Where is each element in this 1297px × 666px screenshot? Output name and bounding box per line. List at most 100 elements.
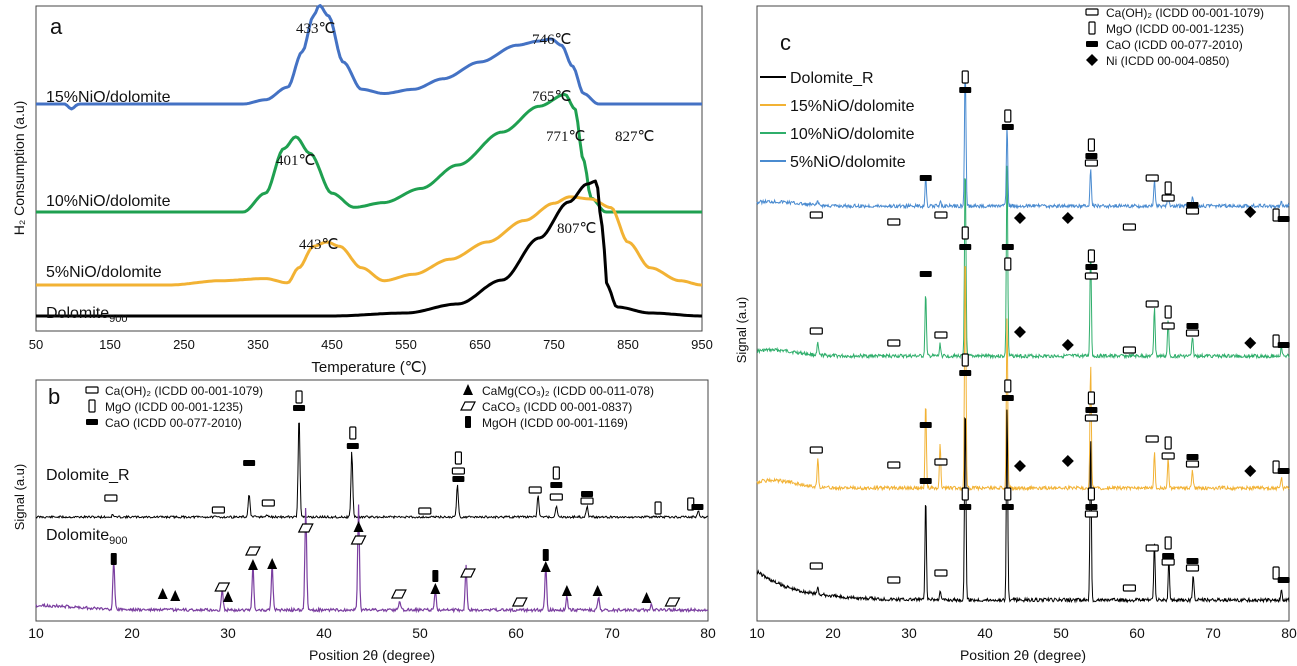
panel-c-marker-1-11-shape (1145, 300, 1159, 308)
panel-c-marker-2-14 (1186, 454, 1199, 460)
panel-c-marker-2-13 (1161, 452, 1175, 460)
panel-c-marker-1-12 (1164, 305, 1172, 319)
panel-c-marker-2-11-shape (1145, 435, 1159, 443)
panel-b-marker-r-19-shape (691, 504, 704, 510)
panel-c-marker-1-17 (1061, 339, 1074, 351)
panel-b-marker-900-3-shape (214, 582, 231, 592)
panel-b-marker-r-6 (349, 426, 357, 440)
panel-c-marker-2-3-shape (919, 422, 932, 428)
panel-b-marker-900-13-shape (430, 583, 441, 594)
panel-b-marker-900-5-shape (244, 546, 261, 556)
panel-c-legend-name-2: 10%NiO/dolomite (790, 126, 915, 143)
panel-b-marker-r-15 (581, 491, 594, 497)
panel-a-x-ticks: 50 150 250 350 450 550 650 750 850 950 (29, 337, 713, 352)
panel-c-marker-3-4-shape (961, 487, 969, 501)
panel-c-legend-symbol-1 (1088, 21, 1096, 35)
panel-b-legend-symbol-r0-shape (463, 384, 473, 395)
panel-b-marker-900-0-shape (110, 553, 117, 565)
panel-c-legend-name-1: 15%NiO/dolomite (790, 98, 915, 115)
panel-b-marker-900-7-shape (267, 558, 278, 569)
panel-b-marker-900-14-shape (460, 568, 476, 578)
panel-c-marker-1-0-shape (809, 327, 823, 335)
panel-c-marker-2-10 (1084, 414, 1099, 422)
panel-c-x-tick-10: 10 (749, 625, 765, 641)
panel-b-marker-900-8-shape (297, 523, 314, 533)
panel-c-marker-3-15 (1186, 558, 1199, 564)
annotation-433: 433℃ (296, 21, 335, 37)
panel-b-legend-label-1: MgO (ICDD 00-001-1235) (105, 400, 243, 414)
panel-c-marker-2-14-shape (1186, 454, 1199, 460)
panel-c-marker-2-7 (1001, 395, 1014, 401)
panel-b-marker-r-4 (295, 390, 303, 404)
panel-c-marker-3-16-shape (1185, 564, 1200, 572)
panel-c-marker-0-6 (1004, 109, 1012, 123)
panel-b-marker-900-11-shape (390, 589, 407, 599)
panel-b-marker-900-9 (350, 535, 367, 545)
panel-c-legend: Ca(OH)₂ (ICDD 00-001-1079) MgO (ICDD 00-0… (1085, 6, 1264, 68)
panel-b-legend-symbol-r0 (463, 384, 473, 395)
panel-b-marker-900-10-shape (353, 521, 364, 532)
panel-c-marker-3-17-shape (1122, 584, 1137, 592)
panel-c-marker-0-20 (1272, 208, 1280, 222)
panel-b-marker-r-4-shape (295, 390, 303, 404)
panel-c-marker-0-9-shape (1085, 153, 1098, 159)
panel-b-legend-label-r1: CaCO₃ (ICDD 00-001-0837) (482, 400, 632, 414)
panel-c-marker-2-2-shape (934, 458, 948, 466)
panel-c-marker-1-14-shape (1186, 323, 1199, 329)
panel-c-marker-3-8-shape (1087, 487, 1096, 501)
annotation-827: 827℃ (615, 129, 654, 145)
panel-b-legend-symbol-r1-shape (460, 401, 476, 411)
panel-c-series-line-2 (756, 266, 1290, 492)
panel-b-marker-r-8 (454, 451, 462, 465)
panel-c-marker-2-4 (961, 353, 969, 367)
panel-c-marker-0-20-shape (1272, 208, 1280, 222)
panel-b-marker-900-3 (214, 582, 231, 592)
panel-b-marker-900-19 (592, 585, 603, 596)
panel-b-marker-900-1-shape (157, 588, 168, 599)
panel-b-series-line-0 (35, 422, 708, 520)
panel-c-marker-2-18-shape (1244, 465, 1257, 477)
panel-c-legend-label-0: Ca(OH)₂ (ICDD 00-001-1079) (1106, 6, 1264, 20)
panel-c-x-tick-80: 80 (1281, 625, 1297, 641)
panel-c-marker-3-6 (1004, 487, 1012, 501)
panel-c: c Ca(OH)₂ (ICDD 00-001-1079) MgO (ICDD 00… (734, 5, 1297, 663)
panel-b-marker-900-17 (540, 561, 551, 572)
panel-c-marker-1-18 (1122, 346, 1137, 354)
panel-c-marker-0-0-shape (809, 211, 823, 219)
panel-b-marker-900-13 (430, 583, 441, 594)
panel-a-label-15: 15%NiO/dolomite (46, 89, 171, 106)
panel-b-legend-symbol-0-shape (85, 386, 99, 394)
panel-c-marker-2-8 (1087, 391, 1096, 405)
panel-b-legend-label-0: Ca(OH)₂ (ICDD 00-001-1079) (105, 384, 263, 398)
panel-c-marker-3-9 (1085, 504, 1098, 510)
panel-c-marker-1-5 (959, 244, 972, 250)
panel-b-marker-r-20-shape (418, 507, 432, 515)
panel-b-marker-r-3 (243, 460, 256, 466)
panel-b-legend-label-2: CaO (ICDD 00-077-2010) (105, 416, 242, 430)
panel-c-marker-2-18 (1244, 465, 1257, 477)
panel-c-marker-2-0-shape (809, 446, 823, 454)
panel-c-marker-0-7-shape (1001, 124, 1014, 130)
panel-c-marker-0-17-shape (1061, 212, 1074, 224)
panel-b-marker-900-1 (157, 588, 168, 599)
panel-b-legend-symbol-r1 (460, 401, 476, 411)
panel-b-marker-r-14-shape (549, 493, 563, 501)
panel-b-x-tick-80: 80 (700, 625, 716, 641)
panel-b-x-tick-10: 10 (28, 625, 44, 641)
panel-b-marker-900-20-shape (641, 592, 652, 603)
panel-c-marker-3-2 (934, 569, 948, 577)
panel-c-legend-symbol-0 (1085, 8, 1099, 16)
panel-c-marker-1-4 (961, 226, 969, 240)
panel-c-marker-2-15 (1185, 460, 1200, 468)
panel-c-marker-2-0 (809, 446, 823, 454)
panel-a-x-tick-550: 550 (395, 337, 417, 352)
panel-c-marker-1-10 (1084, 272, 1099, 280)
panel-c-x-tick-70: 70 (1205, 625, 1221, 641)
panel-b-legend-symbol-0 (85, 386, 99, 394)
annotation-765: 765℃ (532, 89, 571, 105)
panel-b-marker-900-20 (641, 592, 652, 603)
panel-c-x-ticks: 10 20 30 40 50 60 70 80 (749, 625, 1297, 641)
panel-a-y-axis-label: H₂ Consumption (a.u) (11, 101, 27, 236)
panel-b-marker-r-5-shape (293, 405, 306, 411)
panel-c-marker-1-10-shape (1084, 272, 1099, 280)
